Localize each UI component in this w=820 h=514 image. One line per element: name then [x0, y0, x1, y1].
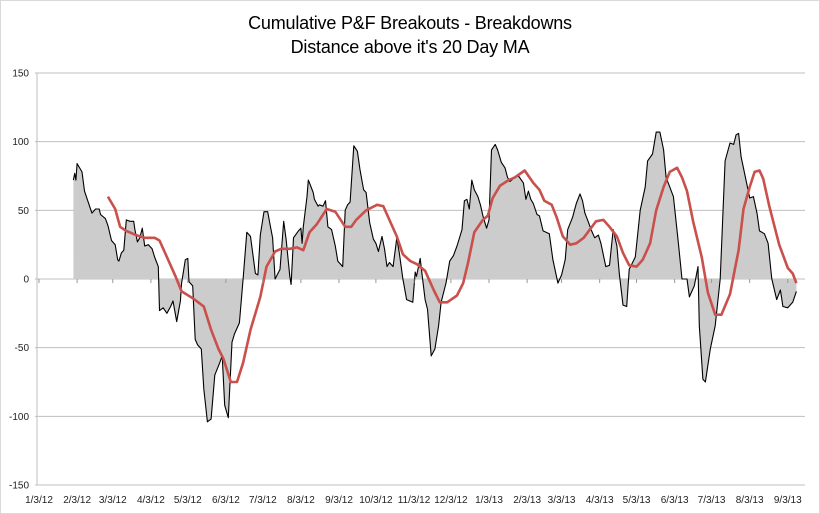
x-tick-label: 1/3/12 — [25, 495, 53, 506]
x-tick-label: 9/3/13 — [774, 495, 802, 506]
y-tick-label: -150 — [9, 481, 29, 492]
series-line-moving-average — [106, 166, 798, 384]
x-tick-label: 2/3/13 — [513, 495, 541, 506]
x-tick-label: 5/3/13 — [623, 495, 651, 506]
x-tick-label: 4/3/13 — [586, 495, 614, 506]
x-tick-label: 7/3/12 — [249, 495, 277, 506]
series-line-distance — [72, 131, 797, 423]
x-tick-label: 4/3/12 — [137, 495, 165, 506]
x-tick-label: 3/3/12 — [99, 495, 127, 506]
y-tick-label: 100 — [12, 137, 29, 148]
y-tick-label: 150 — [12, 69, 29, 80]
y-tick-label: -100 — [9, 412, 29, 423]
x-tick-label: 5/3/12 — [174, 495, 202, 506]
y-tick-label: -50 — [15, 343, 30, 354]
chart-title: Cumulative P&F Breakouts - Breakdowns — [248, 13, 572, 33]
chart-subtitle: Distance above it's 20 Day MA — [290, 37, 530, 57]
x-tick-label: 6/3/12 — [212, 495, 240, 506]
x-tick-label: 7/3/13 — [698, 495, 726, 506]
x-tick-label: 10/3/12 — [359, 495, 393, 506]
x-tick-label: 12/3/12 — [434, 495, 468, 506]
x-tick-label: 6/3/13 — [661, 495, 689, 506]
x-tick-label: 8/3/13 — [736, 495, 764, 506]
y-tick-label: 50 — [18, 206, 30, 217]
x-tick-label: 11/3/12 — [398, 495, 431, 506]
x-tick-label: 8/3/12 — [287, 495, 315, 506]
x-tick-label: 3/3/13 — [548, 495, 576, 506]
area-fill — [73, 132, 797, 422]
x-tick-label: 9/3/12 — [325, 495, 353, 506]
x-tick-label: 1/3/13 — [475, 495, 503, 506]
y-tick-label: 0 — [23, 275, 29, 286]
x-tick-label: 2/3/12 — [63, 495, 91, 506]
